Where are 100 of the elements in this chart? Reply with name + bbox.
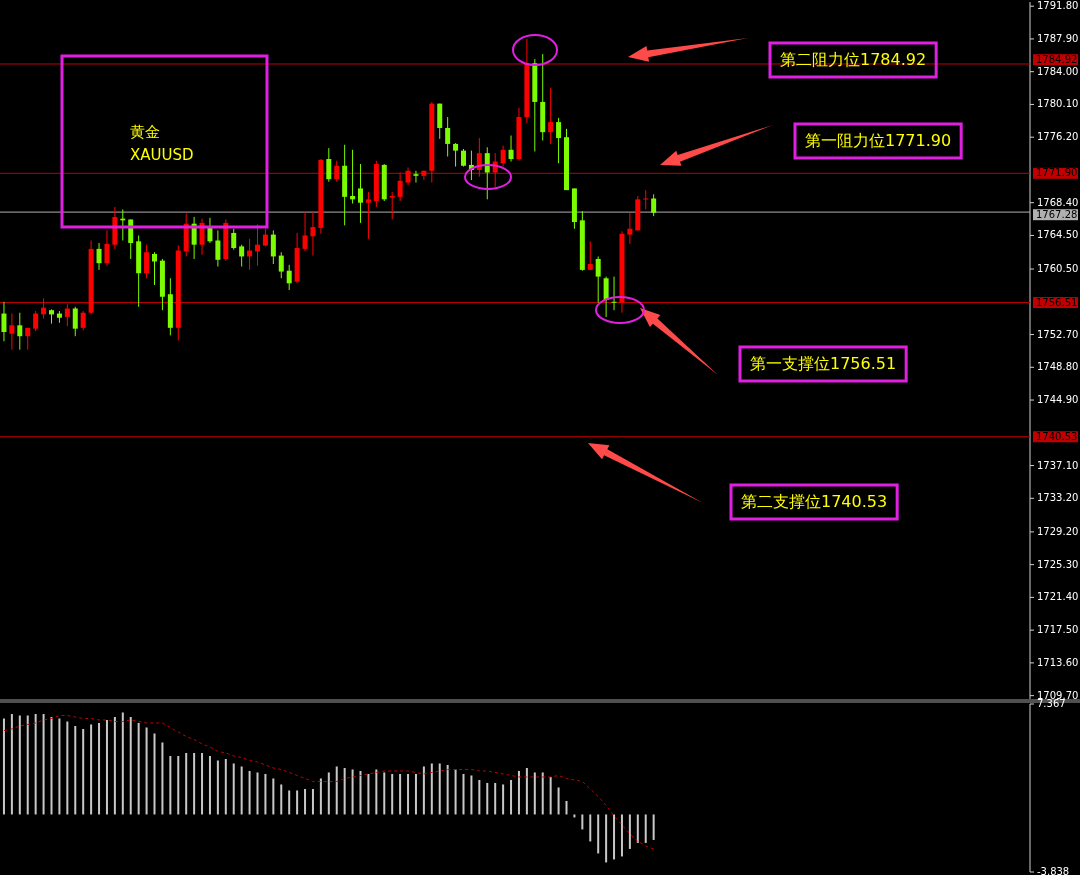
bar bbox=[2, 718, 5, 815]
y-tick-label: 1752.70 bbox=[1037, 328, 1079, 340]
annotation: 第一支撑位1756.51 bbox=[738, 345, 908, 383]
ref-line-label: 1756.51 bbox=[1036, 296, 1078, 308]
bar bbox=[34, 714, 37, 815]
y-tick-label: 1776.20 bbox=[1037, 131, 1079, 143]
bar bbox=[391, 773, 394, 815]
y-tick-label: 1713.60 bbox=[1037, 656, 1079, 668]
bar bbox=[549, 776, 552, 815]
bar bbox=[240, 766, 243, 815]
bar bbox=[42, 714, 45, 815]
text: XAUUSD bbox=[130, 146, 194, 164]
annotation: 第二支撑位1740.53 bbox=[729, 483, 899, 521]
bar bbox=[129, 717, 132, 815]
bar bbox=[470, 775, 473, 815]
bar bbox=[288, 790, 291, 815]
bar bbox=[98, 723, 101, 815]
annotation: 第二阻力位1784.92 bbox=[780, 49, 927, 69]
bar bbox=[525, 767, 528, 815]
bar bbox=[430, 763, 433, 815]
bar bbox=[367, 773, 370, 815]
bar bbox=[145, 727, 148, 815]
bar bbox=[494, 782, 497, 815]
bar bbox=[644, 814, 647, 843]
bar bbox=[597, 814, 600, 854]
text: 黄金 bbox=[130, 123, 160, 141]
bar bbox=[50, 717, 53, 815]
bar bbox=[652, 814, 655, 840]
bar bbox=[383, 772, 386, 815]
bar bbox=[533, 772, 536, 815]
bar bbox=[462, 773, 465, 815]
bar bbox=[502, 784, 505, 815]
bar bbox=[177, 755, 180, 815]
bar bbox=[58, 718, 61, 815]
bar bbox=[304, 788, 307, 815]
y-tick-label: 1737.10 bbox=[1037, 459, 1079, 471]
ref-line-label: 1740.53 bbox=[1036, 430, 1078, 442]
y-tick-label: 1725.30 bbox=[1037, 558, 1079, 570]
bar bbox=[335, 766, 338, 815]
bar bbox=[224, 758, 227, 815]
bar bbox=[486, 782, 489, 815]
bar bbox=[446, 764, 449, 815]
bar bbox=[613, 814, 616, 860]
ref-line-label: 1767.28 bbox=[1036, 208, 1078, 220]
bar bbox=[10, 714, 13, 815]
bar bbox=[343, 767, 346, 815]
bar bbox=[280, 784, 283, 815]
annotation: 第二支撑位1740.53 bbox=[741, 491, 888, 511]
bar bbox=[201, 752, 204, 815]
bar bbox=[620, 814, 623, 857]
bar bbox=[517, 770, 520, 815]
bar bbox=[605, 814, 608, 863]
y-tick-label: 1709.70 bbox=[1037, 689, 1079, 701]
bar bbox=[557, 787, 560, 815]
bar bbox=[296, 790, 299, 815]
bar bbox=[153, 733, 156, 815]
y-tick-label: 1780.10 bbox=[1037, 98, 1079, 110]
bar bbox=[161, 742, 164, 815]
ref-line-label: 1784.92 bbox=[1036, 53, 1078, 65]
y-tick-label: 1744.90 bbox=[1037, 394, 1079, 406]
bar bbox=[311, 788, 314, 815]
bar bbox=[113, 717, 116, 815]
y-tick-label: 1721.40 bbox=[1037, 591, 1079, 603]
bar bbox=[216, 760, 219, 815]
bar bbox=[264, 773, 267, 815]
bar bbox=[121, 712, 124, 815]
bar bbox=[422, 766, 425, 815]
bar bbox=[319, 778, 322, 815]
bar bbox=[137, 723, 140, 815]
y-tick-label: 1784.00 bbox=[1037, 65, 1079, 77]
bar bbox=[256, 772, 259, 815]
y-tick-label: 1717.50 bbox=[1037, 624, 1079, 636]
bar bbox=[581, 814, 584, 830]
y-tick-label: 1791.80 bbox=[1037, 0, 1079, 12]
bar bbox=[407, 773, 410, 815]
bar bbox=[90, 724, 93, 815]
bar bbox=[193, 752, 196, 815]
y-tick-label: 1733.20 bbox=[1037, 492, 1079, 504]
y-tick-label: 1787.90 bbox=[1037, 32, 1079, 44]
bar bbox=[628, 814, 631, 849]
bar bbox=[478, 779, 481, 815]
bar bbox=[359, 770, 362, 815]
bar bbox=[375, 769, 378, 815]
ref-line-label: 1771.90 bbox=[1036, 167, 1078, 179]
bar bbox=[272, 778, 275, 815]
bar bbox=[232, 763, 235, 815]
y-tick-label: 7.367 bbox=[1037, 698, 1066, 709]
bar bbox=[454, 769, 457, 815]
bar bbox=[351, 769, 354, 815]
y-tick-label: 1748.80 bbox=[1037, 361, 1079, 373]
bar bbox=[541, 772, 544, 815]
bar bbox=[636, 814, 639, 843]
y-tick-label: 1760.50 bbox=[1037, 263, 1079, 275]
bar bbox=[169, 755, 172, 815]
bar bbox=[66, 721, 69, 815]
bar bbox=[438, 763, 441, 815]
bar bbox=[18, 715, 21, 815]
annotation: 第二阻力位1784.92 bbox=[768, 41, 938, 79]
bar bbox=[105, 720, 108, 815]
bar bbox=[565, 800, 568, 815]
